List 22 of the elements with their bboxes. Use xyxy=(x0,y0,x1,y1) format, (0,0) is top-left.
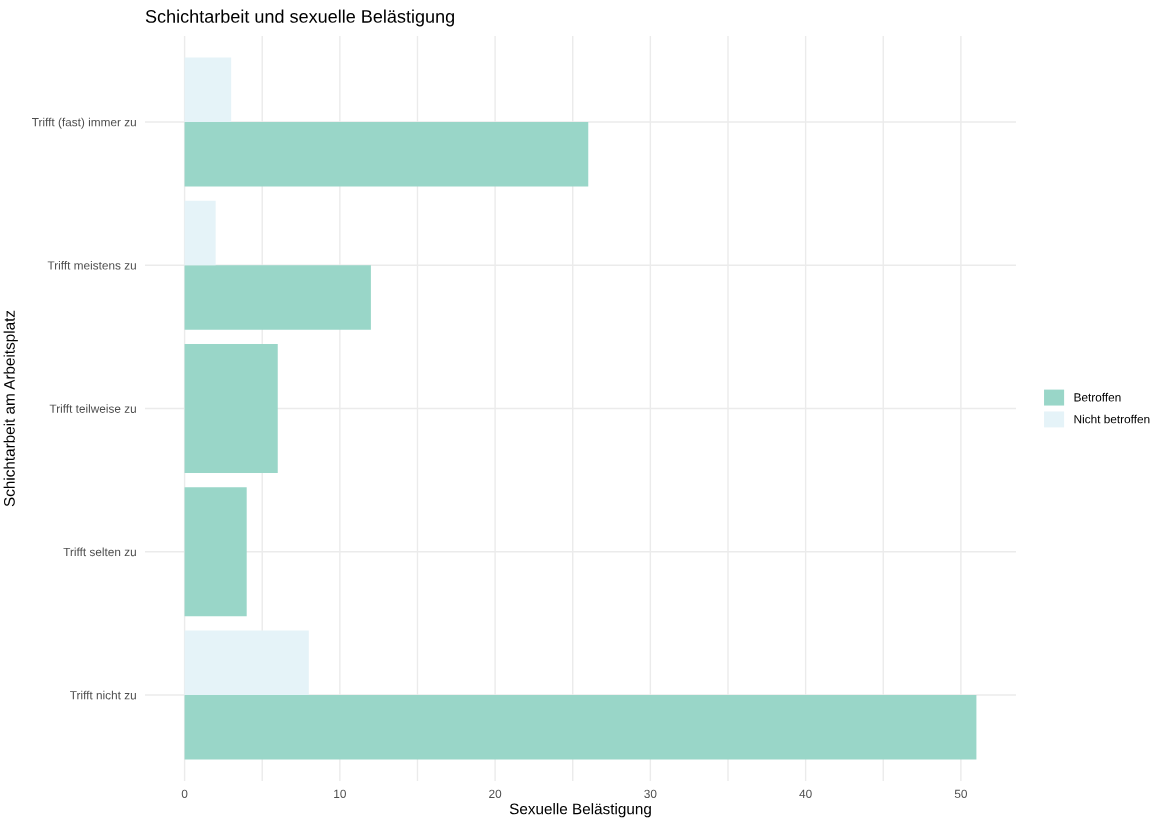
chart-title: Schichtarbeit und sexuelle Belästigung xyxy=(145,9,454,27)
x-tick-label: 20 xyxy=(489,789,502,798)
y-tick-label: Trifft teilweise zu xyxy=(49,404,136,413)
bar xyxy=(184,695,977,760)
bar xyxy=(184,265,371,330)
x-tick-label: 40 xyxy=(799,789,812,798)
legend-label: Nicht betroffen xyxy=(1074,414,1150,424)
bar xyxy=(184,200,216,266)
bar xyxy=(184,121,589,187)
y-tick-label: Trifft (fast) immer zu xyxy=(32,117,136,129)
y-axis-title: Schichtarbeit am Arbeitsplatz xyxy=(3,310,18,507)
y-tick-label: Trifft selten zu xyxy=(63,547,136,557)
x-tick-label: 30 xyxy=(644,789,657,798)
x-tick-label: 0 xyxy=(181,789,188,798)
y-tick-label: Trifft nicht zu xyxy=(70,690,136,700)
y-tick-label: Trifft meistens zu xyxy=(47,260,136,270)
bar xyxy=(184,57,232,122)
legend-label: Betroffen xyxy=(1074,392,1121,402)
bar xyxy=(184,630,309,696)
x-tick-label: 10 xyxy=(334,789,346,798)
x-tick-label: 50 xyxy=(954,789,967,798)
x-axis-title: Sexuelle Belästigung xyxy=(509,803,651,818)
